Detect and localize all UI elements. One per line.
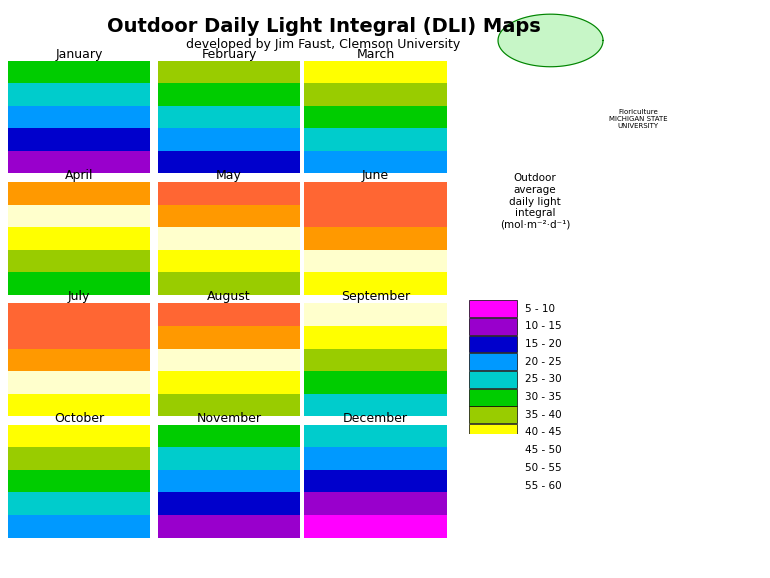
Bar — [469, 424, 517, 441]
Bar — [8, 371, 150, 394]
Bar — [304, 151, 447, 173]
Bar — [8, 182, 150, 205]
Bar — [158, 227, 300, 250]
Bar — [8, 151, 150, 173]
Bar — [304, 515, 447, 538]
Bar — [158, 349, 300, 371]
Bar — [8, 227, 150, 250]
Title: September: September — [341, 291, 410, 303]
Title: March: March — [357, 48, 394, 61]
Bar — [158, 371, 300, 394]
Bar — [158, 447, 300, 470]
Bar — [8, 272, 150, 295]
Title: November: November — [196, 412, 262, 425]
Bar — [8, 447, 150, 470]
Text: 10 - 15: 10 - 15 — [525, 321, 562, 331]
Bar — [8, 303, 150, 326]
Text: 25 - 30: 25 - 30 — [525, 375, 562, 384]
Bar — [158, 492, 300, 515]
Title: May: May — [216, 169, 242, 182]
Bar — [304, 128, 447, 151]
Bar — [8, 326, 150, 349]
Bar — [304, 303, 447, 326]
Title: January: January — [55, 48, 102, 61]
Text: 20 - 25: 20 - 25 — [525, 357, 562, 366]
Bar — [8, 61, 150, 83]
Text: Floriculture
MICHIGAN STATE
UNIVERSITY: Floriculture MICHIGAN STATE UNIVERSITY — [609, 109, 668, 129]
Bar — [469, 318, 517, 335]
Bar — [158, 470, 300, 492]
Bar — [304, 250, 447, 272]
Text: Outdoor
average
daily light
integral
(mol·m⁻²·d⁻¹): Outdoor average daily light integral (mo… — [500, 173, 571, 230]
Bar — [304, 470, 447, 492]
Bar — [158, 303, 300, 326]
Bar — [304, 447, 447, 470]
Bar — [304, 83, 447, 106]
Bar — [469, 406, 517, 423]
Bar — [304, 425, 447, 447]
Title: July: July — [68, 291, 90, 303]
Bar — [8, 128, 150, 151]
Bar — [304, 371, 447, 394]
Bar — [304, 326, 447, 349]
Bar — [304, 61, 447, 83]
Bar — [8, 425, 150, 447]
Bar — [304, 394, 447, 416]
Text: developed by Jim Faust, Clemson University: developed by Jim Faust, Clemson Universi… — [186, 38, 460, 50]
Bar — [8, 250, 150, 272]
Bar — [158, 515, 300, 538]
Bar — [469, 371, 517, 388]
Text: 50 - 55: 50 - 55 — [525, 463, 562, 473]
Bar — [158, 128, 300, 151]
Title: December: December — [343, 412, 408, 425]
Text: 55 - 60: 55 - 60 — [525, 480, 562, 491]
Text: 30 - 35: 30 - 35 — [525, 392, 562, 402]
Bar — [469, 477, 517, 494]
Bar — [158, 326, 300, 349]
Text: 40 - 45: 40 - 45 — [525, 428, 562, 438]
Bar — [469, 460, 517, 476]
Bar — [304, 492, 447, 515]
Bar — [304, 205, 447, 227]
Title: February: February — [202, 48, 256, 61]
Bar — [469, 388, 517, 406]
Title: August: August — [207, 291, 251, 303]
Text: 35 - 40: 35 - 40 — [525, 410, 562, 420]
Bar — [304, 272, 447, 295]
Bar — [158, 151, 300, 173]
Title: June: June — [362, 169, 389, 182]
Bar — [469, 336, 517, 353]
Bar — [8, 515, 150, 538]
Bar — [469, 442, 517, 458]
Bar — [469, 353, 517, 370]
Polygon shape — [498, 14, 603, 66]
Bar — [469, 300, 517, 317]
Bar — [158, 61, 300, 83]
Text: 45 - 50: 45 - 50 — [525, 445, 562, 455]
Bar — [158, 106, 300, 128]
Bar — [158, 425, 300, 447]
Bar — [304, 106, 447, 128]
Bar — [304, 182, 447, 205]
Bar — [8, 470, 150, 492]
Bar — [304, 349, 447, 371]
Bar — [158, 250, 300, 272]
Bar — [8, 106, 150, 128]
Bar — [158, 272, 300, 295]
Bar — [304, 227, 447, 250]
Bar — [158, 205, 300, 227]
Text: 15 - 20: 15 - 20 — [525, 339, 562, 349]
Bar — [158, 83, 300, 106]
Title: October: October — [54, 412, 104, 425]
Bar — [158, 182, 300, 205]
Bar — [8, 394, 150, 416]
Text: Outdoor Daily Light Integral (DLI) Maps: Outdoor Daily Light Integral (DLI) Maps — [106, 17, 541, 36]
Bar — [8, 205, 150, 227]
Text: 5 - 10: 5 - 10 — [525, 303, 555, 314]
Title: April: April — [65, 169, 93, 182]
Bar — [8, 492, 150, 515]
Bar — [8, 83, 150, 106]
Bar — [8, 349, 150, 371]
Bar — [158, 394, 300, 416]
